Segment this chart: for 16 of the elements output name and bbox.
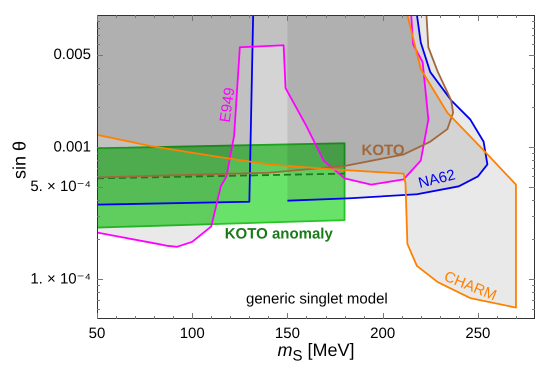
x-tick-label: 150: [274, 325, 300, 342]
y-tick-label: 1. × 10⁻⁴: [30, 270, 91, 288]
series-label: KOTO: [361, 142, 405, 160]
y-tick-label: 0.001: [53, 138, 91, 156]
y-tick-label: 0.005: [53, 46, 91, 63]
y-tick-label: 5. × 10⁻⁴: [30, 178, 91, 196]
series-label: NA62: [416, 166, 458, 192]
x-tick-label: 200: [370, 325, 396, 342]
y-axis-title: sin θ: [10, 140, 30, 180]
x-tick-label: 250: [465, 325, 490, 342]
series-label: E949: [216, 86, 238, 124]
x-tick-label: 100: [180, 325, 205, 342]
x-tick-label: 50: [88, 325, 106, 342]
x-axis-title: m$_{S}$ [MeV]: [277, 340, 355, 365]
annotation: generic singlet model: [246, 290, 388, 308]
text: KOTO anomaly: [224, 226, 334, 243]
